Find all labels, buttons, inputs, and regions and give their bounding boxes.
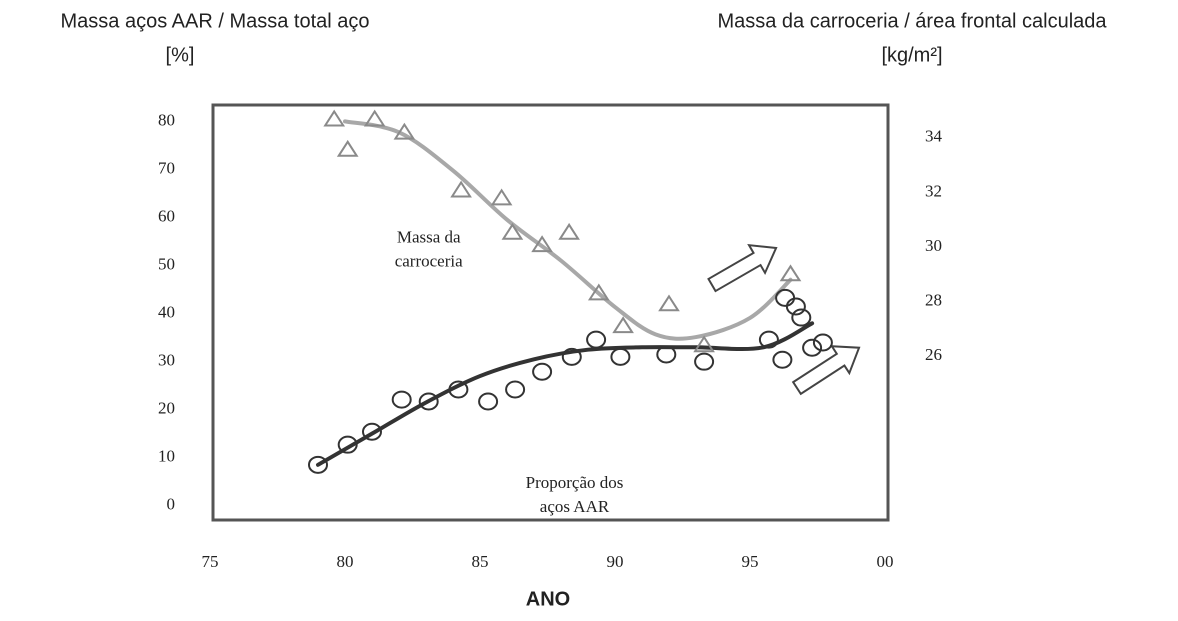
point — [558, 222, 580, 240]
point — [323, 109, 346, 127]
point — [362, 422, 382, 441]
x-axis-title: ANO — [526, 588, 570, 610]
point — [450, 180, 472, 198]
y-tick-label: 30 — [158, 351, 175, 370]
arrow — [791, 345, 861, 396]
y-tick-label: 70 — [158, 159, 175, 178]
y-tick-label: 60 — [158, 207, 175, 226]
annotation: aços AAR — [540, 497, 610, 516]
point — [779, 264, 802, 282]
point — [693, 335, 715, 353]
point — [656, 345, 677, 364]
x-tick-label: 95 — [742, 552, 759, 571]
y2-tick-label: 32 — [925, 181, 942, 200]
point — [586, 330, 607, 349]
point — [561, 347, 582, 366]
point — [393, 122, 416, 140]
y-axis-title: Massa aços AAR / Massa total aço — [60, 10, 369, 32]
point — [308, 455, 328, 474]
point — [391, 390, 412, 409]
point — [337, 435, 358, 454]
point — [785, 297, 806, 316]
point — [791, 308, 812, 327]
point — [478, 392, 499, 411]
y2-tick-label: 28 — [925, 290, 942, 309]
point — [772, 350, 793, 369]
trend-curve — [316, 321, 815, 467]
point — [812, 333, 833, 352]
point — [694, 352, 715, 371]
x-tick-label: 75 — [202, 552, 219, 571]
trend-curve — [343, 119, 793, 341]
y2-tick-label: 30 — [925, 236, 942, 255]
point — [418, 392, 439, 411]
point — [336, 139, 359, 157]
y2-axis-title: Massa da carroceria / área frontal calcu… — [717, 10, 1107, 32]
point — [531, 235, 553, 253]
x-tick-label: 00 — [877, 552, 894, 571]
point — [532, 362, 553, 381]
point — [612, 316, 634, 334]
point — [775, 288, 796, 307]
point — [448, 380, 469, 399]
y-tick-label: 0 — [167, 495, 176, 514]
annotation: carroceria — [395, 252, 463, 271]
y-tick-label: 80 — [158, 111, 175, 130]
point — [802, 338, 823, 357]
plot-frame — [211, 103, 890, 522]
x-tick-label: 90 — [607, 552, 624, 571]
y-tick-label: 50 — [158, 255, 175, 274]
point — [363, 109, 386, 127]
point — [587, 283, 610, 301]
x-tick-label: 80 — [337, 552, 354, 571]
annotation: Massa da — [397, 228, 461, 247]
y-tick-label: 10 — [158, 447, 175, 466]
annotation: Proporção dos — [526, 473, 624, 492]
point — [758, 330, 779, 349]
y2-axis-unit: [kg/m²] — [881, 44, 942, 66]
point — [658, 294, 680, 312]
point — [501, 222, 524, 240]
point — [505, 380, 526, 399]
y-tick-label: 40 — [158, 303, 175, 322]
y-axis-unit: [%] — [166, 44, 195, 66]
x-tick-label: 85 — [472, 552, 489, 571]
y2-tick-label: 34 — [925, 127, 943, 146]
arrow — [707, 243, 778, 293]
point — [610, 347, 631, 366]
y2-tick-label: 26 — [925, 345, 942, 364]
y-tick-label: 20 — [158, 399, 175, 418]
point — [490, 188, 513, 206]
